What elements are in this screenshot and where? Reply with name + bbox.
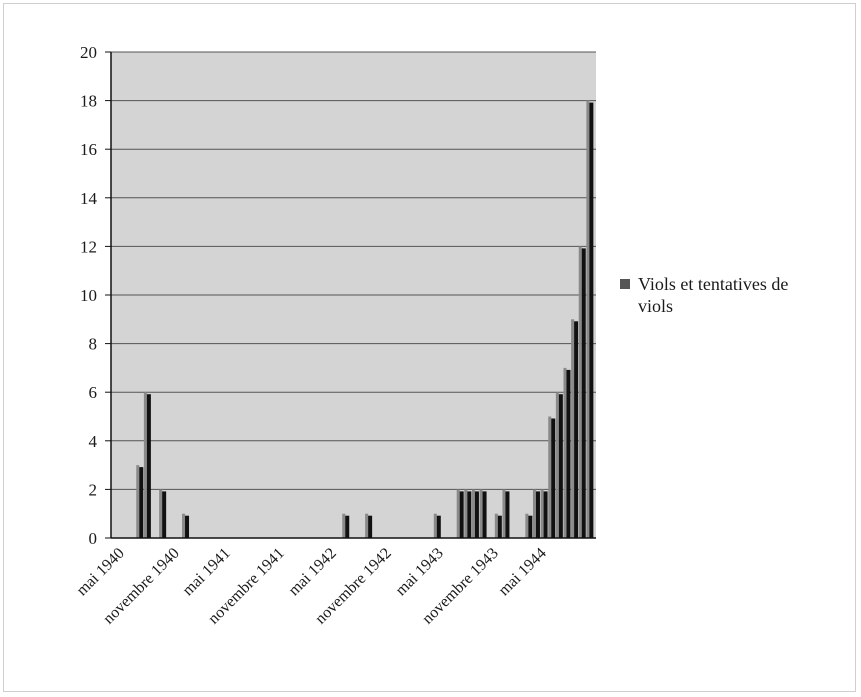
bar [368, 515, 373, 538]
legend: Viols et tentatives de viols [620, 273, 818, 317]
y-tick-label: 4 [89, 432, 98, 451]
y-tick-label: 2 [89, 480, 98, 499]
bar-shade [365, 513, 369, 538]
bar [139, 467, 144, 538]
bar-shade [586, 100, 590, 538]
bar [543, 491, 548, 538]
bar [551, 418, 556, 538]
y-tick-label: 8 [89, 335, 98, 354]
legend-swatch [620, 279, 630, 289]
bar-shade [525, 513, 529, 538]
bar [589, 102, 594, 538]
bar [581, 248, 586, 538]
x-tick-label: mai 1943 [392, 545, 446, 599]
bar-shade [578, 246, 582, 538]
bar-shade [136, 465, 140, 538]
bar-shade [548, 416, 552, 538]
bar-shade [143, 392, 147, 538]
bar-shade [471, 489, 475, 538]
y-tick-label: 6 [89, 383, 98, 402]
bar [474, 491, 479, 538]
bar [467, 491, 472, 538]
bar-shade [540, 489, 544, 538]
legend-label: Viols et tentatives de viols [638, 274, 789, 316]
x-tick-label: mai 1940 [73, 545, 127, 599]
bar-shade [182, 513, 186, 538]
bar-shade [494, 513, 498, 538]
bar-shade [159, 489, 163, 538]
bar [459, 491, 464, 538]
bar [436, 515, 441, 538]
bar [566, 369, 571, 538]
y-tick-label: 10 [80, 286, 97, 305]
bar-shade [571, 319, 575, 538]
x-tick-label: mai 1944 [495, 545, 549, 599]
bar [185, 515, 190, 538]
bar-shade [479, 489, 483, 538]
bar [345, 515, 350, 538]
bar-shade [502, 489, 506, 538]
y-tick-label: 16 [80, 140, 97, 159]
bar-shade [563, 367, 567, 538]
bar-shade [456, 489, 460, 538]
bar-shade [532, 489, 536, 538]
y-tick-label: 18 [80, 92, 97, 111]
bars [136, 100, 594, 538]
bar [574, 321, 579, 538]
bar-shade [555, 392, 559, 538]
bar [482, 491, 487, 538]
bar [535, 491, 540, 538]
y-tick-label: 12 [80, 237, 97, 256]
bar [497, 515, 502, 538]
y-tick-label: 20 [80, 43, 97, 62]
bar [505, 491, 510, 538]
bar-shade [433, 513, 437, 538]
bar [146, 394, 151, 538]
bar [528, 515, 533, 538]
y-tick-label: 0 [89, 529, 98, 548]
x-tick-label: mai 1941 [179, 545, 233, 599]
bar-shade [342, 513, 346, 538]
bar-shade [464, 489, 468, 538]
bar [162, 491, 167, 538]
bar [558, 394, 563, 538]
y-tick-label: 14 [80, 189, 98, 208]
x-tick-label: mai 1942 [285, 545, 339, 599]
y-axis-ticks: 0 2 4 6 8 10 12 14 16 18 20 [80, 43, 111, 548]
gridlines [111, 51, 596, 490]
